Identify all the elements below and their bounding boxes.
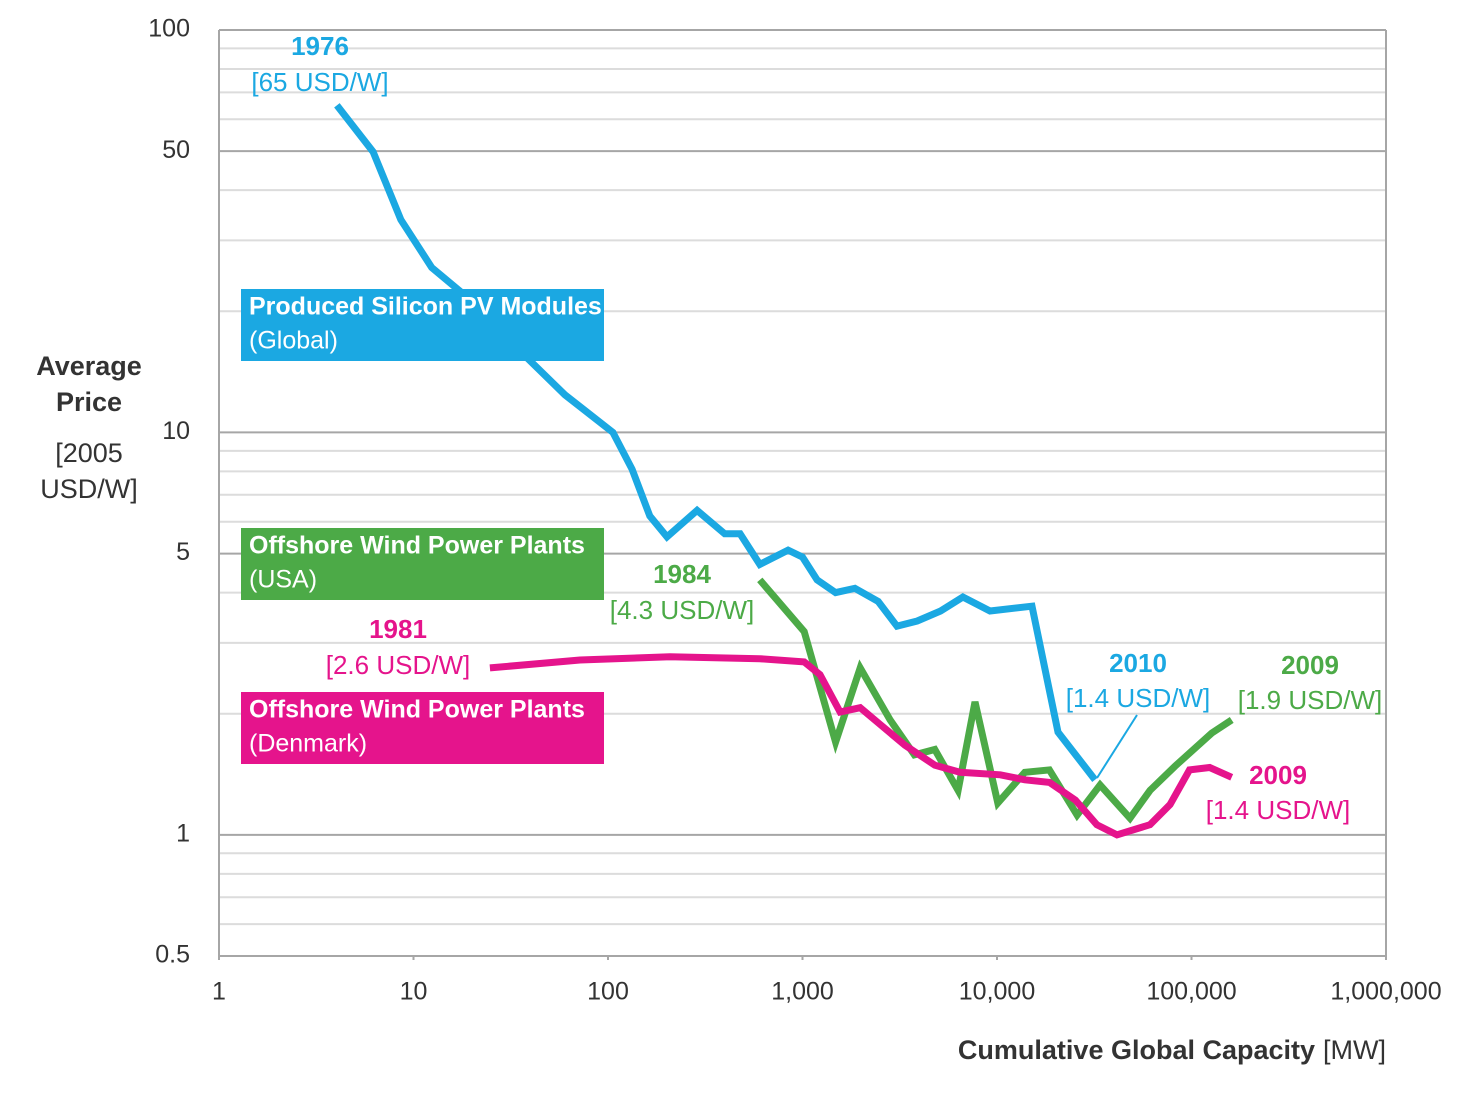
series-line xyxy=(489,653,1234,839)
y-axis-title: Average Price xyxy=(36,351,142,417)
y-tick-label: 100 xyxy=(148,15,190,43)
legend-subname: (Global) xyxy=(249,327,338,355)
start-price-label: [65 USD/W] xyxy=(251,67,388,97)
y-tick-label: 0.5 xyxy=(155,941,190,969)
legend-name: Offshore Wind Power Plants xyxy=(249,532,585,560)
y-tick-label: 50 xyxy=(162,136,190,164)
end-price-label: [1.4 USD/W] xyxy=(1206,795,1350,825)
legend-subname: (Denmark) xyxy=(249,730,367,758)
y-axis-unit: [2005 USD/W] xyxy=(40,438,138,504)
y-tick-label: 1 xyxy=(176,819,190,847)
start-price-label: [2.6 USD/W] xyxy=(326,650,470,680)
start-year-label: 1976 xyxy=(291,31,349,61)
end-price-label: [1.9 USD/W] xyxy=(1238,685,1382,715)
series-line xyxy=(757,577,1234,824)
x-tick-label: 1,000 xyxy=(771,978,834,1006)
start-year-label: 1984 xyxy=(653,559,711,589)
end-year-label: 2009 xyxy=(1281,650,1339,680)
legend-box xyxy=(241,289,604,361)
legend-name: Produced Silicon PV Modules xyxy=(249,293,602,321)
x-tick-label: 100 xyxy=(587,978,629,1006)
x-tick-label: 100,000 xyxy=(1146,978,1236,1006)
legend-box xyxy=(241,692,604,764)
legend-subname: (USA) xyxy=(249,566,317,594)
x-tick-label: 10,000 xyxy=(959,978,1035,1006)
legend-box xyxy=(241,528,604,600)
x-axis-title-main: Cumulative Global Capacity xyxy=(958,1035,1315,1065)
y-tick-label: 5 xyxy=(176,538,190,566)
x-tick-label: 1 xyxy=(212,978,226,1006)
x-tick-label: 1,000,000 xyxy=(1330,978,1441,1006)
x-axis-unit: [MW] xyxy=(1323,1035,1386,1065)
end-year-label: 2010 xyxy=(1109,648,1167,678)
x-axis-title: Cumulative Global Capacity [MW] xyxy=(958,1035,1386,1065)
x-tick-label: 10 xyxy=(400,978,428,1006)
start-price-label: [4.3 USD/W] xyxy=(610,595,754,625)
end-price-label: [1.4 USD/W] xyxy=(1066,683,1210,713)
start-year-label: 1981 xyxy=(369,614,427,644)
leader-line xyxy=(1096,714,1138,779)
y-tick-label: 10 xyxy=(162,417,190,445)
legend-name: Offshore Wind Power Plants xyxy=(249,696,585,724)
end-year-label: 2009 xyxy=(1249,760,1307,790)
